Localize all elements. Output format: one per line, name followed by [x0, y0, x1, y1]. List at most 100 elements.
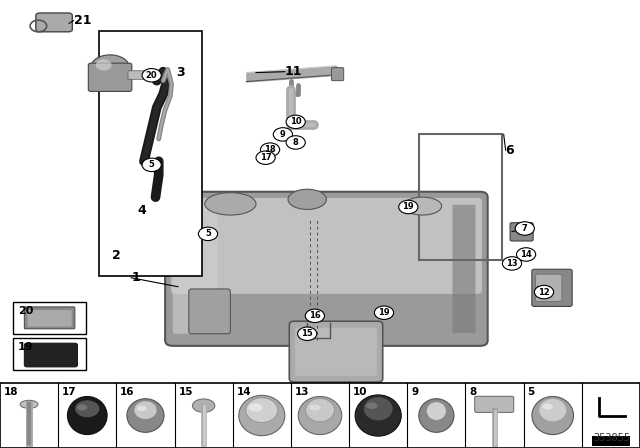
Text: 19: 19: [403, 202, 414, 211]
Text: 19: 19: [378, 308, 390, 317]
Text: 16: 16: [309, 311, 321, 320]
Ellipse shape: [246, 398, 278, 422]
FancyBboxPatch shape: [128, 71, 147, 79]
Text: 15: 15: [179, 387, 193, 396]
Bar: [419, 134, 502, 260]
Text: 10: 10: [353, 387, 367, 396]
Ellipse shape: [403, 197, 442, 215]
Text: 8: 8: [469, 387, 477, 396]
Ellipse shape: [532, 396, 573, 435]
Ellipse shape: [75, 401, 99, 418]
FancyBboxPatch shape: [24, 307, 75, 329]
Text: 9: 9: [280, 130, 285, 139]
Bar: [99, 31, 202, 276]
Text: 6: 6: [506, 143, 514, 157]
Text: 16: 16: [120, 387, 134, 396]
FancyBboxPatch shape: [332, 68, 344, 81]
Ellipse shape: [77, 404, 87, 410]
FancyBboxPatch shape: [165, 192, 488, 346]
FancyBboxPatch shape: [36, 13, 72, 32]
Ellipse shape: [127, 399, 164, 432]
Ellipse shape: [248, 403, 262, 411]
Circle shape: [273, 128, 292, 141]
Text: 20: 20: [18, 306, 33, 316]
Bar: [0, 383, 640, 448]
Circle shape: [534, 285, 554, 299]
Ellipse shape: [364, 397, 392, 420]
Circle shape: [374, 306, 394, 319]
Circle shape: [260, 143, 280, 156]
FancyBboxPatch shape: [532, 269, 572, 306]
Circle shape: [516, 248, 536, 261]
Circle shape: [305, 309, 324, 323]
Circle shape: [515, 222, 534, 235]
Text: 18: 18: [4, 387, 19, 396]
Circle shape: [256, 151, 275, 164]
Text: 18: 18: [264, 145, 276, 154]
Text: 13: 13: [295, 387, 309, 396]
FancyBboxPatch shape: [24, 343, 77, 367]
Text: 14: 14: [237, 387, 251, 396]
Ellipse shape: [427, 402, 446, 420]
Circle shape: [298, 327, 317, 340]
Text: 353855: 353855: [593, 433, 630, 443]
Circle shape: [286, 136, 305, 149]
Ellipse shape: [540, 399, 566, 421]
FancyBboxPatch shape: [536, 274, 562, 302]
Text: 17: 17: [260, 153, 271, 162]
Circle shape: [399, 200, 418, 214]
Text: 2: 2: [112, 249, 121, 262]
Ellipse shape: [137, 406, 147, 411]
FancyBboxPatch shape: [171, 198, 482, 294]
FancyBboxPatch shape: [475, 396, 514, 412]
FancyBboxPatch shape: [295, 327, 377, 376]
FancyBboxPatch shape: [289, 321, 383, 382]
FancyBboxPatch shape: [28, 310, 72, 327]
Ellipse shape: [239, 396, 285, 435]
Circle shape: [502, 257, 522, 270]
Bar: [13, 338, 86, 370]
Text: 5: 5: [205, 229, 211, 238]
Ellipse shape: [91, 55, 129, 79]
Circle shape: [142, 69, 161, 82]
Ellipse shape: [306, 399, 334, 422]
FancyBboxPatch shape: [88, 63, 132, 91]
Bar: [13, 302, 86, 334]
Ellipse shape: [205, 193, 256, 215]
Ellipse shape: [288, 189, 326, 209]
Text: 13: 13: [506, 259, 518, 268]
Text: 5: 5: [527, 387, 535, 396]
Ellipse shape: [419, 399, 454, 432]
Text: 20: 20: [146, 71, 157, 80]
Circle shape: [286, 115, 305, 129]
Text: 5: 5: [148, 160, 155, 169]
Circle shape: [142, 158, 161, 172]
Text: 12: 12: [538, 288, 550, 297]
Ellipse shape: [193, 399, 215, 412]
Text: 19: 19: [18, 342, 33, 352]
Ellipse shape: [355, 395, 401, 436]
Ellipse shape: [298, 396, 342, 435]
Text: 15: 15: [301, 329, 313, 338]
Text: 11: 11: [285, 65, 302, 78]
Text: 17: 17: [62, 387, 77, 396]
FancyBboxPatch shape: [189, 289, 230, 334]
Text: 7: 7: [522, 224, 527, 233]
Text: 14: 14: [520, 250, 532, 259]
Ellipse shape: [309, 404, 321, 410]
FancyBboxPatch shape: [173, 204, 218, 334]
Circle shape: [198, 227, 218, 241]
Ellipse shape: [134, 401, 157, 419]
Text: 9: 9: [411, 387, 418, 396]
Text: 1: 1: [131, 271, 140, 284]
Ellipse shape: [20, 401, 38, 409]
Ellipse shape: [67, 396, 107, 435]
Text: 10: 10: [290, 117, 301, 126]
FancyBboxPatch shape: [452, 205, 476, 333]
Text: 8: 8: [293, 138, 298, 147]
Ellipse shape: [366, 402, 378, 409]
Ellipse shape: [95, 59, 111, 70]
Text: 4: 4: [138, 204, 147, 217]
Text: 3: 3: [176, 66, 184, 79]
Text: 21: 21: [74, 14, 91, 27]
